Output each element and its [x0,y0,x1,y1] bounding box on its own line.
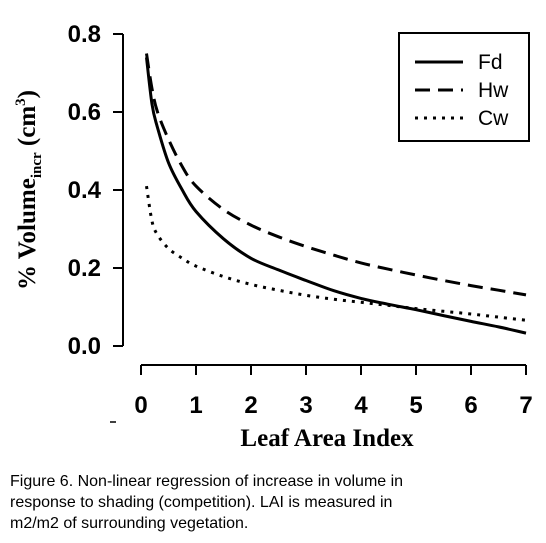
y-tick-label: 0.2 [68,255,101,282]
figure-caption: Figure 6. Non-linear regression of incre… [10,471,530,534]
caption-line-2: response to shading (competition). LAI i… [10,494,393,511]
y-axis-title: % Volumeincr (cm3) [13,90,45,290]
y-tick-label: 0.8 [68,21,101,48]
y-tick-label: 0.4 [68,177,102,204]
y-axis-title-unit-open: (cm [14,106,41,153]
series-line-hw [145,53,527,297]
legend: Fd Hw Cw [398,32,530,142]
x-tick-label: 4 [354,392,368,419]
y-axis-title-subscript: incr [29,152,45,178]
legend-label-fd: Fd [478,51,503,74]
x-tick-label: 7 [519,392,532,419]
x-axis-title: Leaf Area Index [240,425,414,452]
series-line-fd [145,57,527,335]
y-axis-title-unit-close: ) [14,90,41,98]
x-tick-label: 1 [189,392,202,419]
y-tick-label: 0.6 [68,99,101,126]
series-layer [145,53,527,335]
legend-label-cw: Cw [478,107,509,130]
ticks: 0.0 0.2 0.4 0.6 0.8 0 1 2 3 4 5 6 7 [68,21,533,419]
caption-line-1: Figure 6. Non-linear regression of incre… [10,473,404,490]
series-line-cw [145,185,527,322]
x-tick-label: 3 [299,392,312,419]
x-tick-label: 2 [244,392,257,419]
x-tick-label: 6 [464,392,477,419]
y-axis-title-prefix: % Volume [14,178,41,290]
y-axis-title-superscript: 3 [13,98,29,106]
x-tick-label: 5 [409,392,422,419]
caption-line-3: m2/m2 of surrounding vegetation. [10,515,249,532]
x-tick-label: 0 [134,392,147,419]
legend-label-hw: Hw [478,79,509,102]
legend-box [398,32,530,142]
y-tick-label: 0.0 [68,333,101,360]
